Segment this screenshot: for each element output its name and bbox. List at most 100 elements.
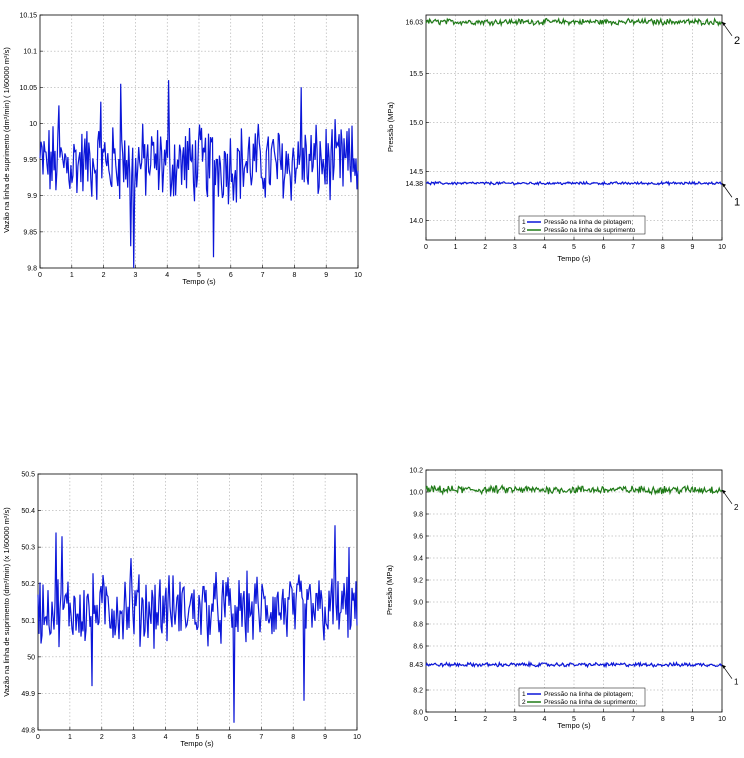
x-tick-label: 8 bbox=[661, 244, 665, 251]
chart-1: 0 1 2 3 4 5 6 7 8 9 10 9.8 9.85 9.9 9.95 10 10.05 10.1 10.… bbox=[2, 13, 362, 287]
annotation-label: 1 bbox=[734, 196, 740, 208]
legend-entry: Pressão na linha de pilotagem; bbox=[544, 219, 633, 226]
y-tick-label: 14.5 bbox=[409, 169, 423, 176]
y-tick-label: 10.2 bbox=[409, 468, 423, 475]
legend-box bbox=[518, 687, 646, 707]
legend-entry: Pressão na linha de pilotagem; bbox=[544, 691, 633, 698]
y-tick-label: 15.5 bbox=[409, 71, 423, 78]
x-tick-label: 2 bbox=[483, 716, 487, 723]
x-tick-label: 2 bbox=[100, 734, 104, 741]
x-tick-label: 10 bbox=[354, 272, 362, 279]
x-tick-label: 5 bbox=[572, 244, 576, 251]
annotation-arrowhead bbox=[722, 489, 726, 494]
chart-2: 0 1 2 3 4 5 6 7 8 9 1014.014.3814.515.015.516.03Te… bbox=[386, 14, 740, 263]
x-tick-label: 9 bbox=[690, 716, 694, 723]
y-tick-label: 8.8 bbox=[413, 622, 423, 629]
y-tick-label: 50.2 bbox=[21, 581, 35, 588]
x-tick-label: 5 bbox=[197, 272, 201, 279]
x-tick-label: 2 bbox=[483, 244, 487, 251]
x-tick-label: 10 bbox=[718, 244, 726, 251]
legend-number: 2 bbox=[522, 699, 526, 706]
series-line-2 bbox=[425, 180, 722, 187]
y-tick-label: 10.0 bbox=[409, 490, 423, 497]
y-tick-label: 10.1 bbox=[23, 49, 37, 56]
y-tick-label: 9.8 bbox=[413, 512, 423, 519]
annotation-label: 2 bbox=[734, 503, 739, 512]
x-tick-label: 6 bbox=[602, 244, 606, 251]
y-tick-label: 50.4 bbox=[21, 508, 35, 515]
x-tick-label: 1 bbox=[68, 734, 72, 741]
x-tick-label: 5 bbox=[572, 716, 576, 723]
series-line-1 bbox=[39, 80, 359, 269]
x-tick-label: 0 bbox=[424, 244, 428, 251]
chart-4: 0 1 2 3 4 5 6 7 8 9 108.08.28.438.68.89.09.29.49.6… bbox=[385, 468, 739, 731]
legend-number: 1 bbox=[522, 219, 526, 226]
series-line-1 bbox=[425, 16, 723, 28]
y-tick-label: 50 bbox=[27, 654, 35, 661]
y-tick-label: 10 bbox=[29, 121, 37, 128]
legend-number: 1 bbox=[522, 691, 526, 698]
x-axis-label: Tempo (s) bbox=[557, 254, 591, 263]
x-tick-label: 6 bbox=[227, 734, 231, 741]
y-tick-label: 9.0 bbox=[413, 600, 423, 607]
legend-entry: Pressão na linha de suprimento; bbox=[544, 699, 637, 706]
annotation-label: 2 bbox=[734, 35, 740, 47]
y-axis-label: Pressão (MPa) bbox=[385, 564, 394, 615]
x-tick-label: 4 bbox=[542, 244, 546, 251]
x-tick-label: 0 bbox=[36, 734, 40, 741]
series-line-1 bbox=[425, 483, 723, 496]
x-tick-label: 4 bbox=[164, 734, 168, 741]
x-tick-label: 4 bbox=[542, 716, 546, 723]
x-tick-label: 5 bbox=[196, 734, 200, 741]
y-tick-label: 16.03 bbox=[405, 19, 423, 26]
x-tick-label: 6 bbox=[602, 716, 606, 723]
x-tick-label: 3 bbox=[132, 734, 136, 741]
y-tick-label: 49.9 bbox=[21, 691, 35, 698]
y-tick-label: 10.05 bbox=[19, 85, 37, 92]
x-tick-label: 6 bbox=[229, 272, 233, 279]
y-tick-label: 49.8 bbox=[21, 728, 35, 735]
x-tick-label: 9 bbox=[323, 734, 327, 741]
legend-entry: Pressão na linha de suprimento bbox=[544, 227, 636, 234]
x-tick-label: 1 bbox=[70, 272, 74, 279]
y-tick-label: 9.4 bbox=[413, 556, 423, 563]
x-tick-label: 1 bbox=[454, 244, 458, 251]
annotation-label: 1 bbox=[734, 678, 739, 687]
x-tick-label: 10 bbox=[353, 734, 361, 741]
y-tick-label: 10.15 bbox=[19, 13, 37, 20]
x-tick-label: 7 bbox=[631, 716, 635, 723]
x-tick-label: 8 bbox=[661, 716, 665, 723]
annotation-arrowhead bbox=[722, 183, 726, 188]
y-tick-label: 9.2 bbox=[413, 578, 423, 585]
y-tick-label: 9.8 bbox=[27, 266, 37, 273]
x-tick-label: 8 bbox=[291, 734, 295, 741]
annotation-arrowhead bbox=[722, 664, 726, 669]
x-tick-label: 0 bbox=[38, 272, 42, 279]
y-tick-label: 8.0 bbox=[413, 710, 423, 717]
y-tick-label: 9.85 bbox=[23, 229, 37, 236]
y-tick-label: 14.0 bbox=[409, 218, 423, 225]
y-tick-label: 50.3 bbox=[21, 545, 35, 552]
x-tick-label: 7 bbox=[631, 244, 635, 251]
x-tick-label: 7 bbox=[259, 734, 263, 741]
x-tick-label: 9 bbox=[324, 272, 328, 279]
y-tick-label: 8.2 bbox=[413, 688, 423, 695]
x-tick-label: 4 bbox=[165, 272, 169, 279]
y-tick-label: 50.5 bbox=[21, 472, 35, 479]
y-tick-label: 14.38 bbox=[405, 181, 423, 188]
x-tick-label: 0 bbox=[424, 716, 428, 723]
y-tick-label: 8.6 bbox=[413, 644, 423, 651]
x-tick-label: 3 bbox=[513, 716, 517, 723]
y-tick-label: 8.43 bbox=[409, 662, 423, 669]
y-tick-label: 15.0 bbox=[409, 120, 423, 127]
x-axis-label: Tempo (s) bbox=[182, 277, 216, 286]
series-line-2 bbox=[425, 660, 723, 669]
legend-number: 2 bbox=[522, 227, 526, 234]
x-axis-label: Tempo (s) bbox=[557, 721, 591, 730]
series-line-1 bbox=[37, 525, 358, 723]
x-tick-label: 3 bbox=[513, 244, 517, 251]
x-tick-label: 10 bbox=[718, 716, 726, 723]
y-tick-label: 9.95 bbox=[23, 157, 37, 164]
y-axis-label: Vazão na linha de suprimento (dm³/min) (… bbox=[2, 47, 11, 233]
